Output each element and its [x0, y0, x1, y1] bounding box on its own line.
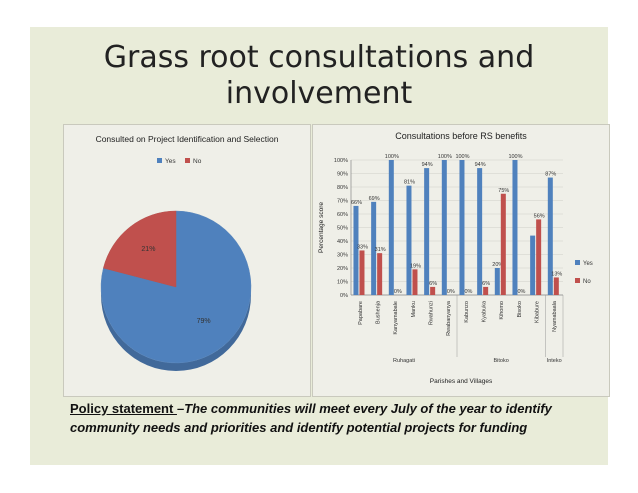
pie-legend-swatch-yes: [157, 158, 162, 163]
bar-data-label: 94%: [422, 162, 433, 168]
bar-category-label: Kanyamabale: [393, 301, 399, 335]
bar-data-label: 6%: [429, 281, 437, 287]
bar-data-label: 0%: [447, 289, 455, 295]
bar-yes-bushenja: [371, 201, 377, 295]
bar-legend-label-no: No: [583, 279, 591, 285]
bar-legend-swatch-yes: [575, 260, 580, 265]
bar-y-tick-label: 60%: [337, 212, 348, 218]
bar-y-tick-label: 100%: [334, 158, 348, 164]
bar-data-label: 31%: [375, 247, 386, 253]
bar-y-axis-label: Percentage score: [318, 202, 325, 253]
bar-data-label: 100%: [438, 154, 452, 160]
bar-y-tick-label: 10%: [337, 280, 348, 286]
pie-legend-swatch-no: [185, 158, 190, 163]
bar-no-kyabuka: [483, 286, 489, 295]
bar-x-axis-label: Parishes and Villages: [430, 378, 493, 385]
bar-chart: Consultations before RS benefits 0% 10% 20%…: [318, 131, 593, 385]
bar-category-label: Rwabanyanya: [446, 300, 452, 336]
bar-category-label: Rwahunzi: [429, 301, 435, 325]
pie-legend-label-no: No: [193, 158, 202, 165]
policy-statement-text: –The communities will meet every July of…: [70, 401, 552, 435]
bar-category-label: Papabare: [358, 301, 364, 325]
pie-title: Consulted on Project Identification and …: [96, 134, 279, 144]
bar-chart-panel: Consultations before RS benefits 0% 10% 20%…: [312, 124, 610, 397]
bar-data-label: 87%: [545, 172, 556, 178]
bar-y-tick-label: 90%: [337, 172, 348, 178]
slide-title: Grass root consultations and involvement: [103, 40, 535, 111]
bar-category-label: Kyabuka: [482, 300, 488, 322]
bar-data-label: 6%: [482, 281, 490, 287]
bar-y-tick-label: 20%: [337, 266, 348, 272]
bar-data-label: 56%: [534, 213, 545, 219]
bar-group-label: Ruhagati: [393, 358, 415, 364]
policy-statement: Policy statement –The communities will m…: [70, 399, 590, 437]
bar-category-label: Kibabure: [535, 301, 541, 323]
bar-yes-kibabure: [530, 235, 536, 295]
bar-yes-kihomo: [494, 268, 500, 295]
bar-category-label: Bushenja: [376, 300, 382, 324]
bar-data-label: 100%: [455, 154, 469, 160]
bar-yes-kanyamabale: [388, 160, 394, 295]
bar-data-label: 81%: [404, 180, 415, 186]
bar-data-label: 75%: [498, 188, 509, 194]
bar-no-papabare: [359, 250, 365, 295]
pie-data-label-no: 21%: [141, 246, 155, 253]
bar-no-manku: [412, 269, 418, 295]
bar-y-tick-label: 50%: [337, 226, 348, 232]
bar-yes-nyamabaala: [547, 177, 553, 295]
bar-no-rwahunzi: [430, 286, 436, 295]
bar-data-label: 0%: [465, 289, 473, 295]
bar-yes-papabare: [353, 205, 359, 295]
bar-no-kihomo: [500, 193, 506, 295]
bar-data-label: 20%: [492, 262, 503, 268]
bar-data-label: 19%: [410, 263, 421, 269]
bar-no-bushenja: [377, 253, 383, 295]
bar-data-label: 100%: [385, 154, 399, 160]
bar-y-tick-label: 30%: [337, 253, 348, 259]
bar-y-tick-label: 70%: [337, 199, 348, 205]
bar-group-label: Bitoko: [494, 358, 509, 364]
bar-category-label: Nyamabaala: [552, 300, 558, 332]
bar-legend-swatch-no: [575, 278, 580, 283]
pie-chart: Consulted on Project Identification and …: [96, 134, 279, 371]
bar-category-label: Kabunzo: [464, 301, 470, 323]
bar-y-tick-label: 40%: [337, 239, 348, 245]
bar-yes-kyabuka: [477, 168, 483, 295]
bar-yes-manku: [406, 185, 412, 295]
bar-yes-bisoko: [512, 160, 518, 295]
bar-no-nyamabaala: [553, 277, 559, 295]
policy-statement-lead: Policy statement: [70, 401, 177, 416]
bar-category-label: Manku: [411, 301, 417, 318]
bar-data-label: 0%: [518, 289, 526, 295]
pie-chart-panel: Consulted on Project Identification and …: [63, 124, 311, 397]
bar-data-label: 33%: [357, 244, 368, 250]
bar-title: Consultations before RS benefits: [395, 131, 527, 141]
bar-y-tick-label: 80%: [337, 185, 348, 191]
bar-data-label: 13%: [551, 271, 562, 277]
pie-data-label-yes: 79%: [197, 318, 211, 325]
pie-legend-label-yes: Yes: [165, 158, 176, 165]
bar-data-label: 66%: [351, 200, 362, 206]
bar-category-label: Kihomo: [499, 301, 505, 320]
bar-data-label: 69%: [369, 196, 380, 202]
bar-data-label: 94%: [475, 162, 486, 168]
bar-data-label: 0%: [394, 289, 402, 295]
bar-y-tick-label: 0%: [340, 293, 348, 299]
bar-group-label: Inteko: [547, 358, 562, 364]
bar-yes-kabunzo: [459, 160, 465, 295]
bar-yes-rwahunzi: [424, 168, 430, 295]
pie-slice-no: [103, 210, 177, 288]
bar-no-kibabure: [536, 219, 542, 295]
bar-yes-rwabanyanya: [441, 160, 447, 295]
bar-category-label: Bisoko: [517, 301, 523, 318]
bar-legend-label-yes: Yes: [583, 261, 593, 267]
bar-data-label: 100%: [508, 154, 522, 160]
